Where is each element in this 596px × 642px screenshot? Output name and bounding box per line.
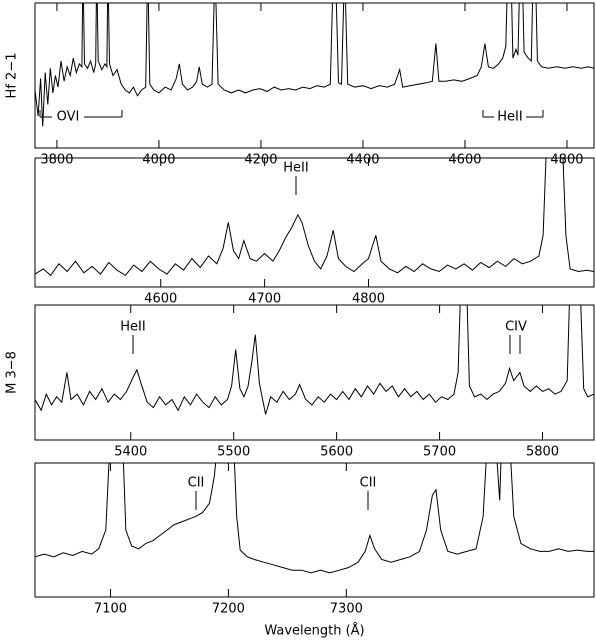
y-axis-label: Hf 2−1 bbox=[5, 53, 20, 99]
x-tick-label: 5800 bbox=[526, 445, 559, 460]
x-tick-label: 4700 bbox=[248, 292, 281, 307]
x-tick-label: 5700 bbox=[423, 445, 456, 460]
x-tick-label: 7200 bbox=[212, 602, 245, 617]
panel-frame bbox=[34, 304, 595, 441]
line-label: CIV bbox=[505, 320, 527, 335]
spectrum-line bbox=[35, 463, 594, 574]
line-label: CII bbox=[188, 476, 205, 491]
x-tick-label: 3800 bbox=[40, 153, 73, 168]
x-tick-label: 4800 bbox=[352, 292, 385, 307]
y-axis-label: M 3−8 bbox=[5, 351, 20, 394]
x-tick-label: 4600 bbox=[144, 292, 177, 307]
line-label: CII bbox=[360, 476, 377, 491]
x-tick-label: 7300 bbox=[330, 602, 363, 617]
x-tick-label: 5600 bbox=[320, 445, 353, 460]
x-tick-label: 5400 bbox=[114, 445, 147, 460]
line-label: HeII bbox=[120, 320, 145, 335]
spectrum-line bbox=[35, 3, 594, 127]
x-tick-label: 4400 bbox=[346, 153, 379, 168]
line-label: OVI bbox=[57, 110, 80, 125]
panel-frame bbox=[34, 157, 595, 288]
x-tick-label: 5500 bbox=[217, 445, 250, 460]
panel-frame bbox=[34, 2, 595, 149]
x-tick-label: 4200 bbox=[244, 153, 277, 168]
line-label: HeII bbox=[497, 110, 522, 125]
x-tick-label: 4000 bbox=[142, 153, 175, 168]
x-tick-label: 4600 bbox=[448, 153, 481, 168]
x-axis-label: Wavelength (Å) bbox=[264, 623, 364, 639]
spectrum-line bbox=[35, 305, 594, 415]
panel-frame bbox=[34, 462, 595, 598]
x-tick-label: 7100 bbox=[94, 602, 127, 617]
spectrum-line bbox=[35, 158, 594, 277]
line-label: HeII bbox=[283, 161, 308, 176]
x-tick-label: 4800 bbox=[550, 153, 583, 168]
